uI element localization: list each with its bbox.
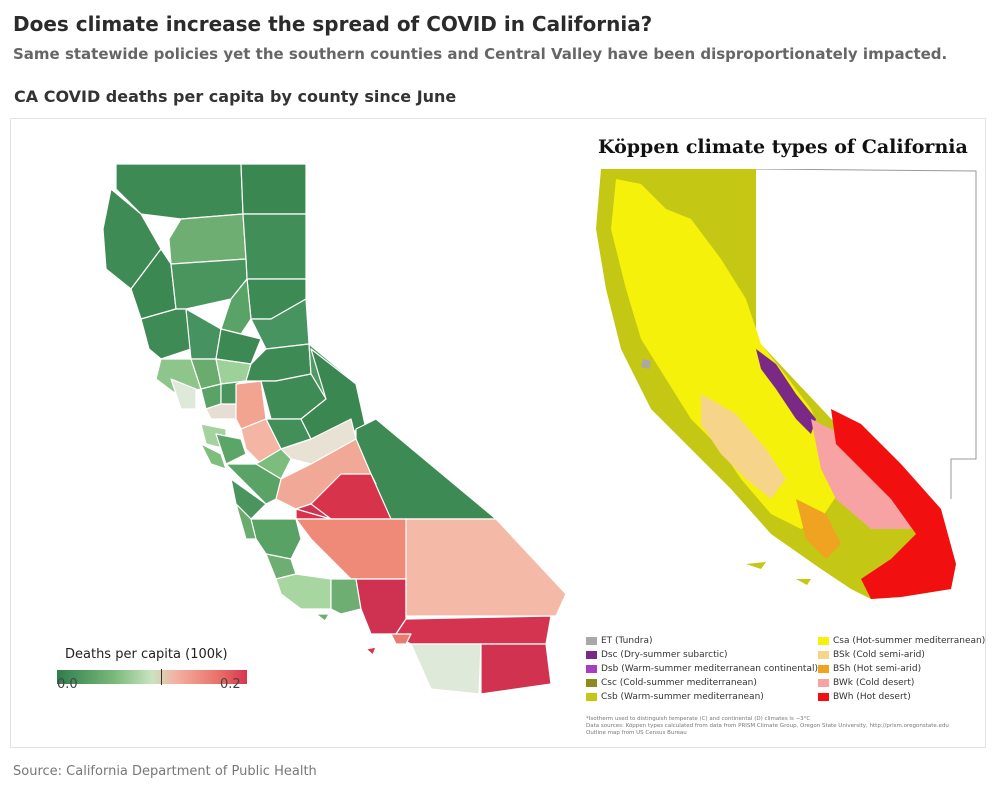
- county-shape[interactable]: [410, 643, 482, 695]
- page-subtitle: Same statewide policies yet the southern…: [13, 45, 948, 63]
- koppen-notes: *Isotherm used to distinguish temperate …: [586, 716, 966, 737]
- county-shape[interactable]: [480, 643, 552, 695]
- county-shape[interactable]: [355, 578, 407, 635]
- koppen-legend-item: Dsb (Warm-summer mediterranean continent…: [586, 664, 818, 674]
- ca-county-choropleth-map[interactable]: [11, 119, 581, 749]
- island-shape: [746, 562, 766, 569]
- climate-zone-csa: [611, 179, 841, 529]
- legend-swatch: [586, 651, 597, 659]
- legend-label: Csa (Hot-summer mediterranean): [833, 636, 986, 646]
- koppen-title: Köppen climate types of California: [598, 136, 968, 158]
- county-shape[interactable]: [215, 328, 262, 365]
- koppen-legend-item: BSh (Hot semi-arid): [818, 664, 921, 674]
- climate-zone-bwh: [831, 409, 956, 599]
- page-title: Does climate increase the spread of COVI…: [13, 12, 653, 36]
- climate-zone-bwk: [811, 419, 916, 529]
- county-shape[interactable]: [240, 163, 307, 215]
- koppen-legend: ET (Tundra) Dsc (Dry-summer subarctic) D…: [586, 636, 985, 726]
- climate-zone-bsh: [796, 499, 841, 559]
- county-shape[interactable]: [225, 463, 282, 505]
- county-shape[interactable]: [250, 518, 302, 560]
- county-shape[interactable]: [395, 615, 552, 645]
- county-shape[interactable]: [140, 308, 192, 360]
- county-shape[interactable]: [170, 378, 197, 410]
- county-shape[interactable]: [390, 633, 412, 645]
- island-shape: [365, 646, 377, 656]
- legend-label: Csc (Cold-summer mediterranean): [601, 678, 757, 688]
- legend-color-ramp[interactable]: [57, 669, 247, 685]
- koppen-climate-panel: Köppen climate types of California: [571, 124, 986, 746]
- county-shape[interactable]: [295, 518, 412, 580]
- koppen-legend-item: Dsc (Dry-summer subarctic): [586, 650, 728, 660]
- koppen-climate-map: [596, 169, 977, 599]
- county-shape[interactable]: [220, 278, 252, 335]
- koppen-note: Outline map from US Census Bureau: [586, 730, 687, 736]
- legend-label: Csb (Warm-summer mediterranean): [601, 692, 764, 702]
- koppen-legend-item: BWk (Cold desert): [818, 678, 914, 688]
- koppen-legend-item: Csb (Warm-summer mediterranean): [586, 692, 764, 702]
- island-shape: [796, 579, 811, 585]
- legend-label: BWk (Cold desert): [833, 678, 915, 688]
- source-caption: Source: California Department of Public …: [13, 764, 317, 779]
- koppen-legend-item: BSk (Cold semi-arid): [818, 650, 925, 660]
- legend-midpoint-mark: [161, 669, 162, 685]
- legend-label: BSh (Hot semi-arid): [833, 664, 922, 674]
- koppen-legend-item: Csa (Hot-summer mediterranean): [818, 636, 985, 646]
- county-shape[interactable]: [220, 380, 247, 405]
- county-shape[interactable]: [185, 308, 222, 360]
- county-shape[interactable]: [275, 573, 332, 610]
- legend-swatch: [818, 679, 829, 687]
- deaths-legend: Deaths per capita (100k) 0.0 0.2: [57, 647, 257, 692]
- legend-label: BWh (Hot desert): [833, 692, 911, 702]
- county-shape[interactable]: [215, 433, 247, 465]
- climate-zone-et: [641, 359, 651, 369]
- county-shape[interactable]: [168, 213, 247, 265]
- county-shape[interactable]: [242, 213, 307, 280]
- legend-label: ET (Tundra): [601, 636, 653, 646]
- county-shape[interactable]: [295, 503, 332, 520]
- legend-swatch: [586, 693, 597, 701]
- koppen-note: Data sources: Köppen types calculated fr…: [586, 723, 949, 729]
- legend-title: Deaths per capita (100k): [65, 647, 228, 662]
- legend-swatch: [586, 665, 597, 673]
- county-shape[interactable]: [330, 578, 362, 615]
- koppen-note: *Isotherm used to distinguish temperate …: [586, 716, 811, 722]
- legend-min-label: 0.0: [57, 677, 78, 692]
- county-shape[interactable]: [405, 518, 567, 617]
- koppen-legend-item: BWh (Hot desert): [818, 692, 911, 702]
- legend-label: Dsb (Warm-summer mediterranean continent…: [601, 664, 818, 674]
- legend-swatch: [818, 693, 829, 701]
- island-shape: [315, 613, 330, 622]
- legend-swatch: [586, 679, 597, 687]
- legend-max-label: 0.2: [220, 677, 241, 692]
- climate-zone-bsk: [701, 394, 786, 499]
- legend-swatch: [818, 651, 829, 659]
- legend-swatch: [586, 637, 597, 645]
- legend-swatch: [818, 665, 829, 673]
- koppen-legend-item: ET (Tundra): [586, 636, 653, 646]
- legend-label: Dsc (Dry-summer subarctic): [601, 650, 728, 660]
- dashboard-panel: Deaths per capita (100k) 0.0 0.2 Köppen …: [10, 118, 986, 748]
- climate-zone-dsb: [756, 349, 816, 434]
- section-title: CA COVID deaths per capita by county sin…: [14, 87, 457, 106]
- koppen-legend-item: Csc (Cold-summer mediterranean): [586, 678, 757, 688]
- neighbor-state-outline: [755, 169, 977, 499]
- county-shape[interactable]: [200, 443, 227, 470]
- legend-swatch: [818, 637, 829, 645]
- legend-label: BSk (Cold semi-arid): [833, 650, 925, 660]
